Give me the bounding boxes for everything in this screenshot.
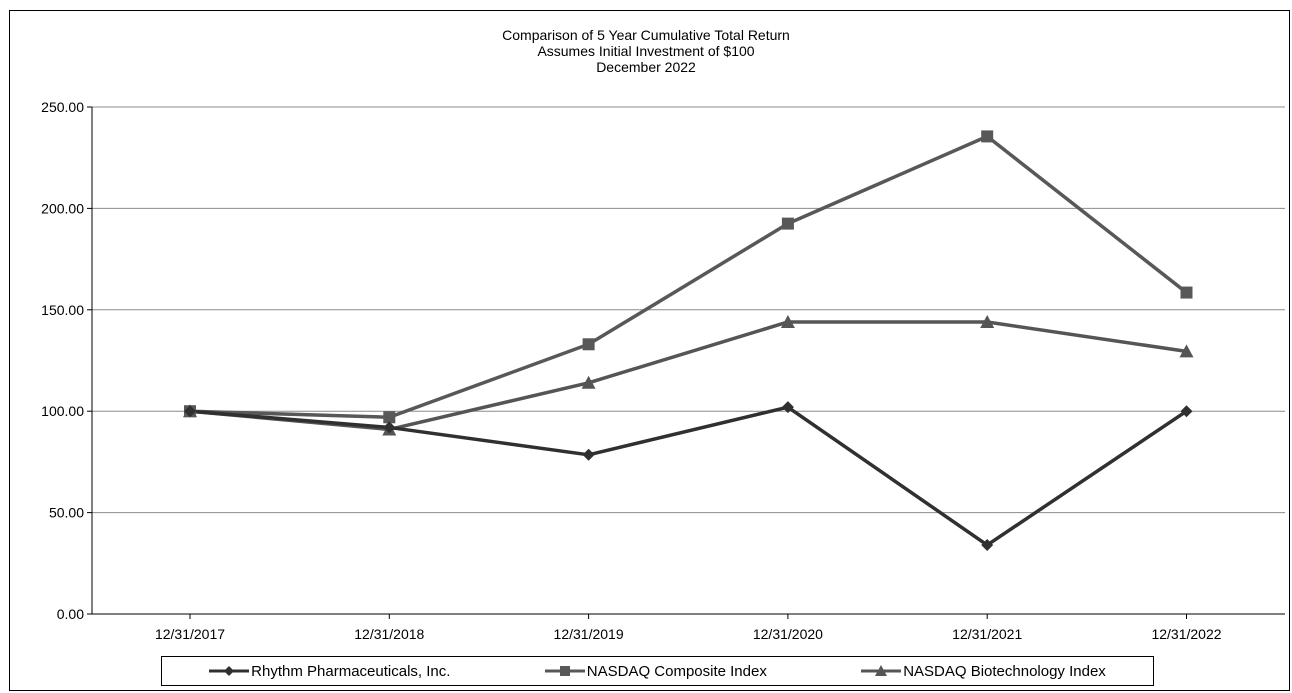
data-point-diamond xyxy=(1180,405,1193,418)
x-tick-label: 12/31/2022 xyxy=(1151,626,1221,642)
x-tick-label: 12/31/2017 xyxy=(155,626,225,642)
data-point-triangle xyxy=(1179,344,1194,358)
series-line-square xyxy=(189,134,1188,420)
legend-item-nasdaq-composite: NASDAQ Composite Index xyxy=(544,662,767,680)
data-point-diamond xyxy=(184,405,196,418)
data-point-diamond xyxy=(981,539,994,552)
chart-title-line-2: Assumes Initial Investment of $100 xyxy=(537,43,755,59)
chart-frame xyxy=(9,10,1290,691)
x-tick-label: 12/31/2019 xyxy=(554,626,624,642)
data-point-diamond xyxy=(383,421,396,434)
data-point-square xyxy=(383,411,396,424)
legend-label-rhythm: Rhythm Pharmaceuticals, Inc. xyxy=(251,662,451,680)
x-tick-label: 12/31/2020 xyxy=(753,626,823,642)
chart-title-line-3: December 2022 xyxy=(596,59,696,75)
x-tick-label: 12/31/2021 xyxy=(952,626,1022,642)
legend-item-rhythm: Rhythm Pharmaceuticals, Inc. xyxy=(209,663,450,680)
series-line-diamond xyxy=(189,405,1188,547)
y-tick-label: 200.00 xyxy=(41,200,84,216)
y-tick-label: 150.00 xyxy=(41,302,84,318)
y-tick-label: 250.00 xyxy=(41,99,84,115)
chart-title-line-1: Comparison of 5 Year Cumulative Total Re… xyxy=(502,27,790,43)
legend-label-nasdaq-composite: NASDAQ Composite Index xyxy=(586,662,767,680)
chart-legend: Rhythm Pharmaceuticals, Inc. NASDAQ Comp… xyxy=(161,656,1154,686)
legend-item-nasdaq-biotech: NASDAQ Biotechnology Index xyxy=(861,663,1106,680)
data-point-triangle xyxy=(581,375,596,389)
x-tick-label: 12/31/2018 xyxy=(354,626,424,642)
data-point-triangle xyxy=(780,314,795,328)
data-point-square xyxy=(981,130,994,143)
data-point-diamond xyxy=(781,401,794,414)
data-point-triangle xyxy=(980,314,995,328)
y-tick-label: 100.00 xyxy=(41,403,84,419)
data-point-square xyxy=(1180,286,1193,299)
legend-label-nasdaq-biotech: NASDAQ Biotechnology Index xyxy=(903,662,1106,680)
y-tick-label: 0.00 xyxy=(57,606,84,622)
data-point-square xyxy=(582,338,595,351)
y-tick-label: 50.00 xyxy=(49,505,84,521)
data-point-square xyxy=(781,217,794,230)
legend-marker-square xyxy=(544,666,585,676)
data-point-diamond xyxy=(582,448,595,461)
legend-marker-diamond xyxy=(209,666,250,676)
series-line-triangle xyxy=(189,320,1187,432)
legend-marker-triangle xyxy=(861,665,902,676)
